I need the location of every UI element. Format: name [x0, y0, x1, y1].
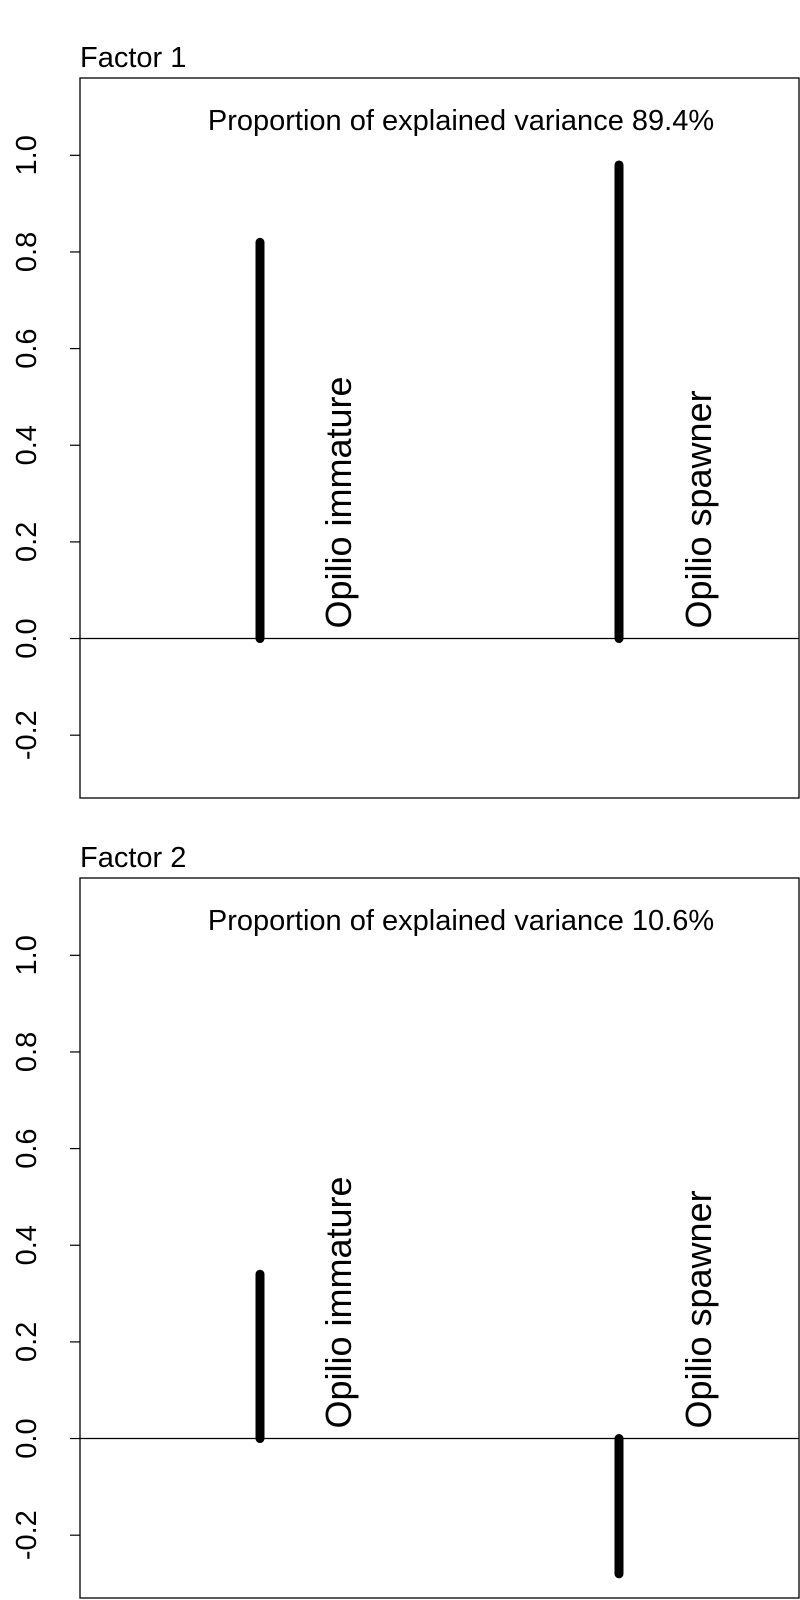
y-tick-label: 0.4	[11, 425, 43, 465]
plot-frame	[79, 877, 800, 1599]
y-tick-label: 1.0	[11, 135, 43, 175]
y-axis: -0.2 0.0 0.2 0.4 0.6 0.8 1.0	[11, 135, 80, 760]
y-tick-label: 0.8	[11, 1032, 43, 1072]
y-tick-label: 0.6	[11, 328, 43, 368]
variance-annotation: Proportion of explained variance 10.6%	[208, 905, 714, 937]
y-tick-label: 0.6	[11, 1128, 43, 1168]
plot-frame	[79, 77, 800, 799]
y-tick-label: 0.8	[11, 232, 43, 272]
y-tick-label: 0.0	[11, 618, 43, 658]
panel-title: Factor 2	[80, 842, 186, 874]
category-label: Opilio immature	[318, 376, 359, 628]
panel-title: Factor 1	[80, 42, 186, 74]
y-tick-label: 0.2	[11, 522, 43, 562]
variance-annotation: Proportion of explained variance 89.4%	[208, 105, 714, 137]
category-label: Opilio immature	[318, 1176, 359, 1428]
category-label: Opilio spawner	[678, 1190, 719, 1428]
y-tick-label: -0.2	[11, 710, 43, 760]
factor-1-panel: Factor 1 Proportion of explained varianc…	[11, 42, 800, 799]
category-label: Opilio spawner	[678, 390, 719, 628]
y-tick-label: 0.4	[11, 1225, 43, 1265]
factor-2-panel: Factor 2 Proportion of explained varianc…	[11, 842, 800, 1599]
y-axis: -0.2 0.0 0.2 0.4 0.6 0.8 1.0	[11, 935, 80, 1560]
y-tick-label: -0.2	[11, 1510, 43, 1560]
y-tick-label: 0.0	[11, 1418, 43, 1458]
y-tick-label: 1.0	[11, 935, 43, 975]
y-tick-label: 0.2	[11, 1322, 43, 1362]
